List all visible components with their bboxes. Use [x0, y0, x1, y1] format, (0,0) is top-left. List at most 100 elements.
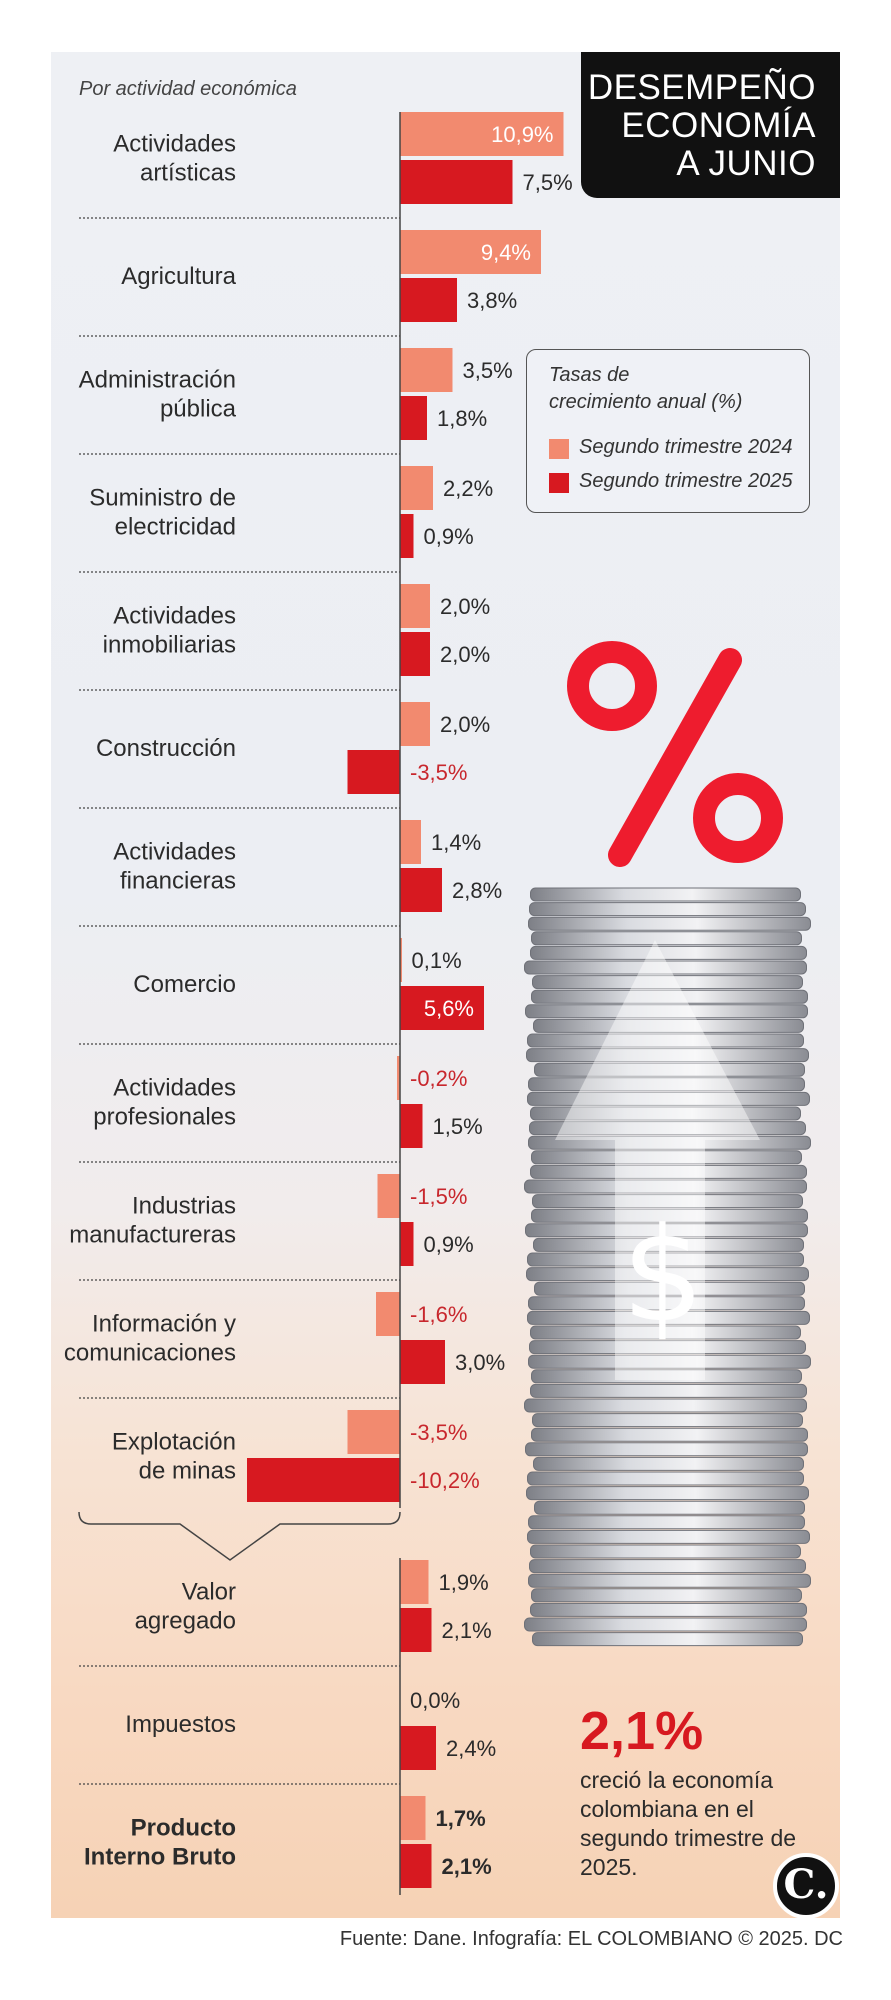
coin — [529, 1340, 806, 1355]
value-label-2024: 1,9% — [439, 1570, 489, 1595]
coin — [526, 1486, 809, 1501]
value-label-2025: 3,0% — [455, 1350, 505, 1375]
coin — [532, 1194, 803, 1209]
value-label-2024: 0,0% — [410, 1688, 460, 1713]
value-label-2024: -1,5% — [410, 1184, 467, 1209]
coin — [528, 1135, 811, 1150]
bar-2025 — [400, 986, 484, 1030]
bar-2025 — [400, 160, 513, 204]
coin — [530, 945, 807, 960]
bar-2024 — [400, 938, 402, 982]
coin — [530, 1325, 801, 1340]
category-label: Interno Bruto — [84, 1844, 236, 1871]
value-label-2025: 2,0% — [440, 642, 490, 667]
coin — [534, 1500, 805, 1515]
legend-swatch-2024 — [549, 439, 569, 459]
category-label: Suministro de — [89, 485, 236, 512]
coin — [529, 902, 806, 917]
category-label: inmobiliarias — [103, 632, 236, 659]
coin — [525, 1442, 808, 1457]
bar-2024 — [347, 1410, 400, 1454]
category-label: agregado — [135, 1608, 236, 1635]
value-label-2024: -3,5% — [410, 1420, 467, 1445]
coin — [533, 1456, 804, 1471]
highlight-value: 2,1% — [580, 1701, 704, 1761]
bar-2024 — [400, 702, 430, 746]
title-line-3: A JUNIO — [676, 144, 816, 183]
percent-symbol-illustration — [567, 641, 783, 867]
bar-2025 — [247, 1458, 400, 1502]
bracket-connector — [78, 1511, 401, 1561]
coin — [534, 1062, 805, 1077]
coin — [532, 975, 803, 990]
category-label: financieras — [120, 868, 236, 895]
value-label-2024: 2,0% — [440, 594, 490, 619]
value-label-2025: 5,6% — [424, 996, 474, 1021]
coin — [534, 1281, 805, 1296]
coin — [527, 1529, 810, 1544]
coin — [524, 1398, 807, 1413]
bar-2025 — [400, 868, 442, 912]
legend: Tasas de crecimiento anual (%) Segundo t… — [526, 349, 810, 513]
coin — [528, 1296, 805, 1311]
source-credit: Fuente: Dane. Infografía: EL COLOMBIANO … — [339, 1928, 843, 1950]
bar-2024 — [397, 1056, 400, 1100]
value-label-2024: 9,4% — [481, 240, 531, 265]
coin — [531, 1208, 808, 1223]
category-label: Administración — [79, 367, 236, 394]
coin — [529, 1121, 806, 1136]
coin — [531, 989, 808, 1004]
category-label: Información y — [92, 1311, 236, 1338]
bar-2025 — [400, 514, 414, 558]
bar-2024 — [377, 1174, 400, 1218]
coin — [528, 1077, 805, 1092]
value-label-2025: 3,8% — [467, 288, 517, 313]
value-label-2025: -10,2% — [410, 1468, 480, 1493]
category-label: profesionales — [93, 1104, 236, 1131]
coin — [526, 1267, 809, 1282]
bar-2024 — [400, 348, 453, 392]
coin — [532, 1632, 803, 1647]
value-label-2025: 0,9% — [424, 1232, 474, 1257]
arrow-up-icon — [555, 940, 760, 1380]
category-label: Construcción — [96, 735, 236, 762]
value-label-2025: 2,8% — [452, 878, 502, 903]
coin — [531, 1369, 802, 1384]
value-label-2025: -3,5% — [410, 760, 467, 785]
coin — [531, 1150, 802, 1165]
coin — [530, 1602, 807, 1617]
coin — [531, 1588, 802, 1603]
bar-2024 — [400, 584, 430, 628]
category-label: Actividades — [113, 603, 236, 630]
category-label: Industrias — [132, 1193, 236, 1220]
coin — [533, 1237, 804, 1252]
legend-swatch-2025 — [549, 473, 569, 493]
coin — [528, 1515, 805, 1530]
category-label: Actividades — [113, 131, 236, 158]
category-label: Actividades — [113, 839, 236, 866]
category-label: Actividades — [113, 1075, 236, 1102]
coin — [530, 887, 801, 902]
coin — [527, 1252, 804, 1267]
value-label-2025: 2,1% — [442, 1854, 492, 1879]
coin — [528, 1573, 811, 1588]
category-label: manufactureras — [69, 1222, 236, 1249]
value-label-2025: 0,9% — [424, 524, 474, 549]
bar-2025 — [400, 1340, 445, 1384]
coin — [526, 1048, 809, 1063]
value-label-2024: -0,2% — [410, 1066, 467, 1091]
coin — [533, 1018, 804, 1033]
bar-2025 — [400, 1222, 414, 1266]
bar-2025 — [400, 632, 430, 676]
coin — [525, 1004, 808, 1019]
highlight-text: creció la economía colombiana en el segu… — [580, 1767, 797, 1880]
coin — [530, 1164, 807, 1179]
title-line-1: DESEMPEÑO — [587, 68, 816, 107]
value-label-2024: 3,5% — [463, 358, 513, 383]
value-label-2025: 1,5% — [433, 1114, 483, 1139]
bar-2025 — [400, 1104, 423, 1148]
value-label-2025: 2,4% — [446, 1736, 496, 1761]
bar-2025 — [400, 1726, 436, 1770]
category-label: Comercio — [133, 971, 236, 998]
coin — [525, 1223, 808, 1238]
